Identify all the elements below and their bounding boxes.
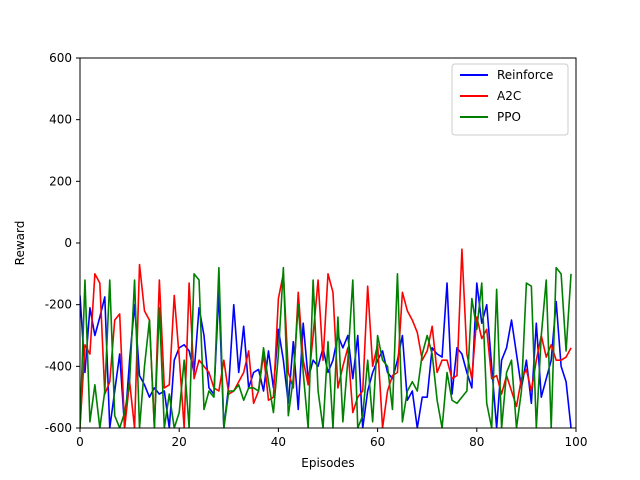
legend: Reinforce A2C PPO: [451, 63, 569, 136]
y-axis-title: Reward: [13, 221, 27, 266]
x-axis: 0 20 40 60 80 100: [76, 428, 587, 449]
y-tick-label: 600: [49, 51, 72, 65]
y-tick-label: 400: [49, 113, 72, 127]
series-line-ppo: [80, 266, 572, 428]
x-tick-label: 20: [172, 435, 187, 449]
y-tick-label: -400: [45, 359, 72, 373]
x-tick-label: 60: [370, 435, 385, 449]
x-tick-label: 40: [271, 435, 286, 449]
x-axis-title: Episodes: [301, 456, 354, 470]
x-tick-label: 100: [565, 435, 588, 449]
legend-label: A2C: [497, 89, 521, 103]
series-line-reinforce: [80, 282, 572, 428]
y-tick-label: -200: [45, 298, 72, 312]
series-line-a2c: [80, 248, 572, 428]
y-tick-label: 0: [64, 236, 72, 250]
y-tick-label: -600: [45, 421, 72, 435]
legend-label: Reinforce: [497, 68, 553, 82]
y-tick-label: 200: [49, 174, 72, 188]
y-axis: -600 -400 -200 0 200 400 600: [45, 51, 80, 435]
plot-area: [80, 248, 572, 428]
x-tick-label: 80: [469, 435, 484, 449]
legend-label: PPO: [497, 110, 521, 124]
x-tick-label: 0: [76, 435, 84, 449]
